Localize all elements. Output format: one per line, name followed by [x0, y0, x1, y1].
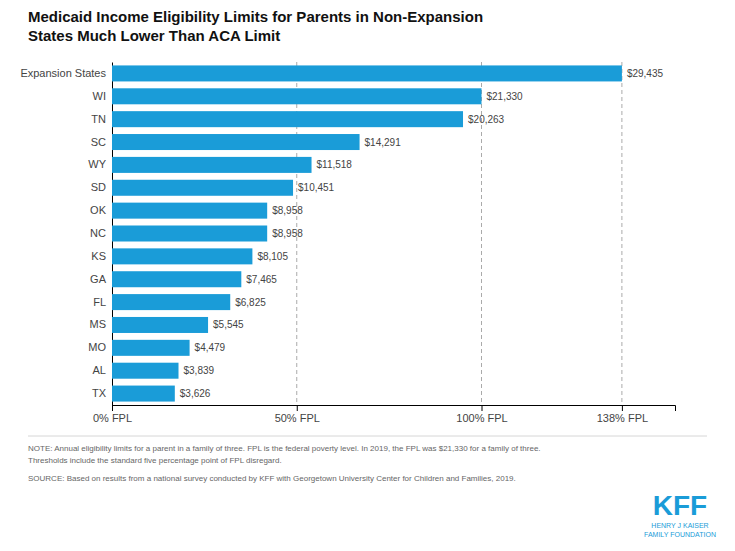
logo-subtitle: HENRY J KAISER [651, 522, 708, 529]
y-tick-label: MO [88, 341, 106, 353]
bar [112, 248, 252, 264]
y-tick: TX [92, 387, 112, 399]
data-label: $7,465 [246, 274, 277, 285]
bar [112, 65, 622, 81]
logo-subtitle: FAMILY FOUNDATION [644, 531, 716, 538]
y-tick-label: AL [93, 364, 106, 376]
note: NOTE: Annual eligibility limits for a pa… [28, 444, 541, 453]
y-tick: SC [91, 136, 112, 148]
y-tick: SD [91, 181, 112, 193]
chart: Medicaid Income Eligibility Limits for P… [0, 0, 735, 551]
y-tick: WY [88, 158, 112, 170]
bar [112, 363, 179, 379]
y-tick-label: SD [91, 181, 106, 193]
x-axis: 0% FPL 50% FPL 100% FPL 138% FPL [93, 405, 676, 424]
y-tick: NC [90, 227, 112, 239]
y-tick-label: GA [90, 273, 107, 285]
x-tick-mark [297, 405, 298, 411]
separator [28, 436, 707, 437]
bar [112, 317, 208, 333]
y-tick-label: MS [90, 318, 107, 330]
x-tick: 50% FPL [275, 405, 320, 424]
x-tick: 100% FPL [456, 405, 507, 424]
data-label: $8,958 [272, 205, 303, 216]
x-axis-line [113, 406, 676, 412]
data-labels: $29,435 $21,330 $20,263 $14,291 $11,518 $10,4… [180, 68, 664, 399]
data-label: $10,451 [298, 182, 335, 193]
y-tick: AL [93, 364, 112, 376]
y-tick: KS [91, 250, 112, 262]
data-label: $8,958 [272, 228, 303, 239]
y-tick: MS [90, 318, 113, 330]
title: States Much Lower Than ACA Limit [28, 27, 280, 44]
y-tick-label: NC [90, 227, 106, 239]
marks [112, 62, 622, 405]
x-tick-mark [112, 405, 113, 411]
bar [112, 157, 312, 173]
data-label: $5,545 [213, 319, 244, 330]
y-tick: FL [93, 296, 112, 308]
data-label: $4,479 [195, 342, 226, 353]
data-label: $8,105 [257, 251, 288, 262]
y-tick-label: SC [91, 136, 106, 148]
y-tick-label: WY [88, 158, 106, 170]
title-group: Medicaid Income Eligibility Limits for P… [28, 8, 483, 44]
y-tick-label: KS [91, 250, 106, 262]
bar [112, 340, 190, 356]
bar [112, 225, 267, 241]
x-tick-mark [482, 405, 483, 411]
y-tick-label: Expansion States [20, 67, 106, 79]
x-tick-label: 138% FPL [597, 412, 648, 424]
y-tick-label: OK [90, 204, 107, 216]
y-tick-label: WI [93, 90, 106, 102]
y-tick-label: TX [92, 387, 107, 399]
data-label: $6,825 [235, 297, 266, 308]
data-label: $14,291 [365, 137, 402, 148]
bar [112, 180, 293, 196]
x-tick-label: 50% FPL [275, 412, 320, 424]
data-label: $21,330 [487, 91, 524, 102]
bar [112, 111, 463, 127]
y-tick: TN [91, 113, 112, 125]
y-tick-label: FL [93, 296, 106, 308]
data-label: $3,626 [180, 388, 211, 399]
y-tick-label: TN [91, 113, 106, 125]
bar [112, 271, 241, 287]
y-tick: Expansion States [20, 67, 112, 79]
data-label: $20,263 [468, 114, 505, 125]
bar [112, 386, 175, 402]
plot: 0% FPL 50% FPL 100% FPL 138% FPL Expansion S… [20, 62, 675, 424]
bar [112, 88, 482, 104]
data-label: $3,839 [184, 365, 215, 376]
data-label: $29,435 [627, 68, 664, 79]
source: SOURCE: Based on results from a national… [28, 474, 516, 483]
bar [112, 203, 267, 219]
note: Thresholds include the standard five per… [28, 456, 282, 465]
x-tick-label: 0% FPL [93, 412, 132, 424]
bar [112, 294, 230, 310]
y-tick: OK [90, 204, 112, 216]
logo: KFF [653, 490, 707, 521]
bar [112, 134, 360, 150]
reference-line [621, 62, 622, 405]
y-tick: MO [88, 341, 112, 353]
y-tick: GA [90, 273, 112, 285]
title: Medicaid Income Eligibility Limits for P… [28, 8, 483, 25]
x-tick-mark [622, 405, 623, 411]
x-tick-label: 100% FPL [456, 412, 507, 424]
y-axis: Expansion States WI TN SC WY SD OK NC KS GA FL MS MO… [20, 63, 112, 406]
x-tick: 0% FPL [93, 405, 132, 424]
y-tick: WI [93, 90, 112, 102]
x-tick: 138% FPL [597, 405, 648, 424]
data-label: $11,518 [317, 159, 353, 170]
